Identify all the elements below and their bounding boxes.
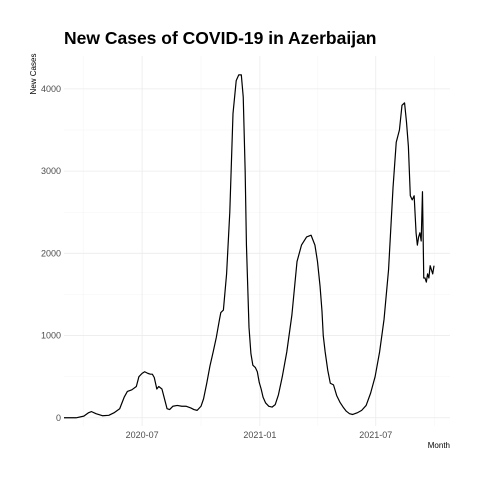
series-line <box>64 74 435 419</box>
y-tick-label: 4000 <box>41 84 61 94</box>
y-tick-label: 1000 <box>41 331 61 341</box>
x-axis-ticks: 2020-07 2021-01 2021-07 <box>126 430 393 440</box>
x-tick-label: 2021-07 <box>359 430 392 440</box>
y-tick-label: 3000 <box>41 166 61 176</box>
chart-title: New Cases of COVID-19 in Azerbaijan <box>64 28 377 48</box>
y-axis-label: New Cases <box>29 54 38 95</box>
grid-lines <box>64 56 450 426</box>
x-tick-label: 2020-07 <box>126 430 159 440</box>
y-tick-label: 0 <box>56 413 61 423</box>
x-tick-label: 2021-01 <box>243 430 276 440</box>
y-tick-label: 2000 <box>41 248 61 258</box>
x-axis-label: Month <box>428 441 450 450</box>
y-axis-ticks: 0 1000 2000 3000 4000 <box>41 84 61 423</box>
